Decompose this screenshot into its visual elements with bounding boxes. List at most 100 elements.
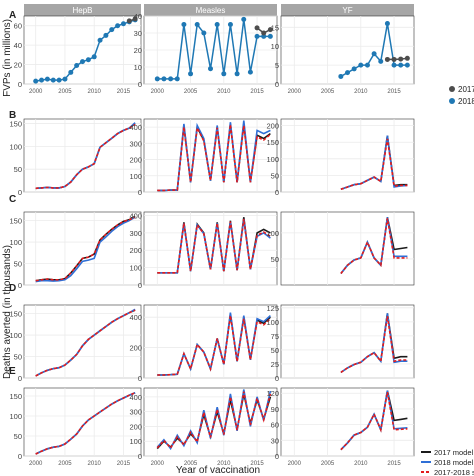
y-tick-label: 150 xyxy=(9,392,22,401)
data-point-2017 xyxy=(126,18,132,24)
y-tick-label: 0 xyxy=(275,80,279,89)
x-tick-label: 2010 xyxy=(88,461,102,467)
y-tick-label: 50 xyxy=(14,432,22,441)
data-point-2017 xyxy=(254,25,260,31)
y-tick-label: 0 xyxy=(138,374,142,383)
series-line-scenario xyxy=(340,316,408,374)
y-tick-label: 400 xyxy=(129,313,142,322)
x-tick-label: 2000 xyxy=(151,89,165,95)
y-tick-label: 50 xyxy=(14,165,22,174)
y-tick-label: 40 xyxy=(14,41,22,50)
y-tick-label: 100 xyxy=(9,142,22,151)
data-point-2018 xyxy=(154,76,160,82)
data-point-2018 xyxy=(371,51,377,57)
y-tick-label: 100 xyxy=(9,412,22,421)
y-tick-label: 100 xyxy=(129,437,142,446)
y-tick-label: 150 xyxy=(9,310,22,319)
data-point-2017 xyxy=(404,55,410,61)
x-tick-label: 2015 xyxy=(387,461,401,467)
legend-top-label: 2017 xyxy=(458,85,474,94)
row-letter-E: E xyxy=(9,366,16,377)
x-tick-label: 2000 xyxy=(29,89,43,95)
facet-strip xyxy=(144,4,277,16)
x-tick-label: 2010 xyxy=(88,89,102,95)
y-tick-label: 150 xyxy=(266,138,279,147)
y-tick-label: 200 xyxy=(129,344,142,353)
y-tick-label: 300 xyxy=(129,408,142,417)
facet-strip xyxy=(24,4,141,16)
row-letter-A: A xyxy=(9,10,16,21)
data-point-2017 xyxy=(132,16,138,22)
series-line-scenario xyxy=(35,216,136,282)
data-point-2018 xyxy=(247,69,253,75)
y-tick-label: 20 xyxy=(134,46,142,55)
data-point-2018 xyxy=(85,57,91,63)
x-tick-label: 2005 xyxy=(58,461,72,467)
data-point-2018 xyxy=(33,78,39,84)
x-tick-label: 2000 xyxy=(288,89,302,95)
y-tick-label: 0 xyxy=(18,281,22,290)
data-point-2018 xyxy=(398,62,404,68)
y-tick-label: 0 xyxy=(275,188,279,197)
y-tick-label: 100 xyxy=(9,331,22,340)
y-tick-label: 400 xyxy=(129,123,142,132)
x-tick-label: 2015 xyxy=(117,461,131,467)
y-tick-label: 100 xyxy=(266,229,279,238)
data-point-2018 xyxy=(91,54,97,60)
y-tick-label: 100 xyxy=(129,172,142,181)
series-line-scenario xyxy=(157,315,271,376)
y-tick-label: 200 xyxy=(129,422,142,431)
x-axis-title: Year of vaccination xyxy=(176,465,260,476)
data-point-2018 xyxy=(174,76,180,82)
x-tick-label: 2000 xyxy=(151,461,165,467)
series-line-scenario xyxy=(35,123,136,190)
facet-strip-label: YF xyxy=(342,6,352,15)
data-point-2018 xyxy=(103,32,109,38)
y-tick-label: 60 xyxy=(14,22,22,31)
row-letter-D: D xyxy=(9,283,16,294)
series-line-scenario xyxy=(340,138,408,191)
y-tick-label: 10 xyxy=(271,42,279,51)
data-point-2018 xyxy=(358,62,364,68)
facet-strip xyxy=(281,4,414,16)
panel-A-measles: Measles 0 10 20 30 40 2000 2005 2010 2015 xyxy=(134,4,278,95)
y-axis-title-fvps: FVPs (in millions) xyxy=(2,19,13,97)
series-line-scenario xyxy=(156,391,272,450)
x-tick-label: 2005 xyxy=(184,461,198,467)
data-point-2018 xyxy=(120,21,126,27)
data-point-2018 xyxy=(221,71,227,77)
x-tick-label: 2000 xyxy=(29,461,43,467)
data-point-2018 xyxy=(201,30,207,36)
y-tick-label: 0 xyxy=(275,452,279,461)
y-tick-label: 10 xyxy=(134,63,142,72)
data-point-2018 xyxy=(50,77,56,83)
data-point-2018 xyxy=(254,33,260,39)
y-tick-label: 5 xyxy=(275,61,279,70)
data-point-2018 xyxy=(39,77,45,83)
y-tick-label: 125 xyxy=(266,304,279,313)
y-tick-label: 100 xyxy=(266,318,279,327)
data-point-2018 xyxy=(234,71,240,77)
x-tick-label: 2010 xyxy=(217,89,231,95)
facet-strip-label: Measles xyxy=(196,6,226,15)
panel-C-yf: 50 100 xyxy=(266,211,415,286)
data-point-2018 xyxy=(188,71,194,77)
y-tick-label: 50 xyxy=(271,346,279,355)
y-tick-label: 0 xyxy=(138,80,142,89)
y-axis-title-deaths: Deaths averted (in thousands) xyxy=(2,245,13,379)
y-tick-label: 40 xyxy=(134,12,142,21)
series-line-scenario xyxy=(157,124,271,192)
y-tick-label: 0 xyxy=(275,374,279,383)
data-point-2018 xyxy=(378,58,384,64)
panel-D-hepb: 0 50 100 150 xyxy=(9,304,142,383)
row-letter-B: B xyxy=(9,110,16,121)
y-tick-label: 50 xyxy=(14,353,22,362)
y-tick-label: 150 xyxy=(9,217,22,226)
panel-background xyxy=(280,387,415,457)
series-line-scenario xyxy=(35,392,136,455)
legend-top-swatch xyxy=(449,98,455,104)
panel-A-yf: YF 0 5 10 15 2000 2005 2010 2015 xyxy=(271,4,415,95)
data-point-2018 xyxy=(109,27,115,33)
legend-top: 2017 2018 xyxy=(449,85,474,106)
